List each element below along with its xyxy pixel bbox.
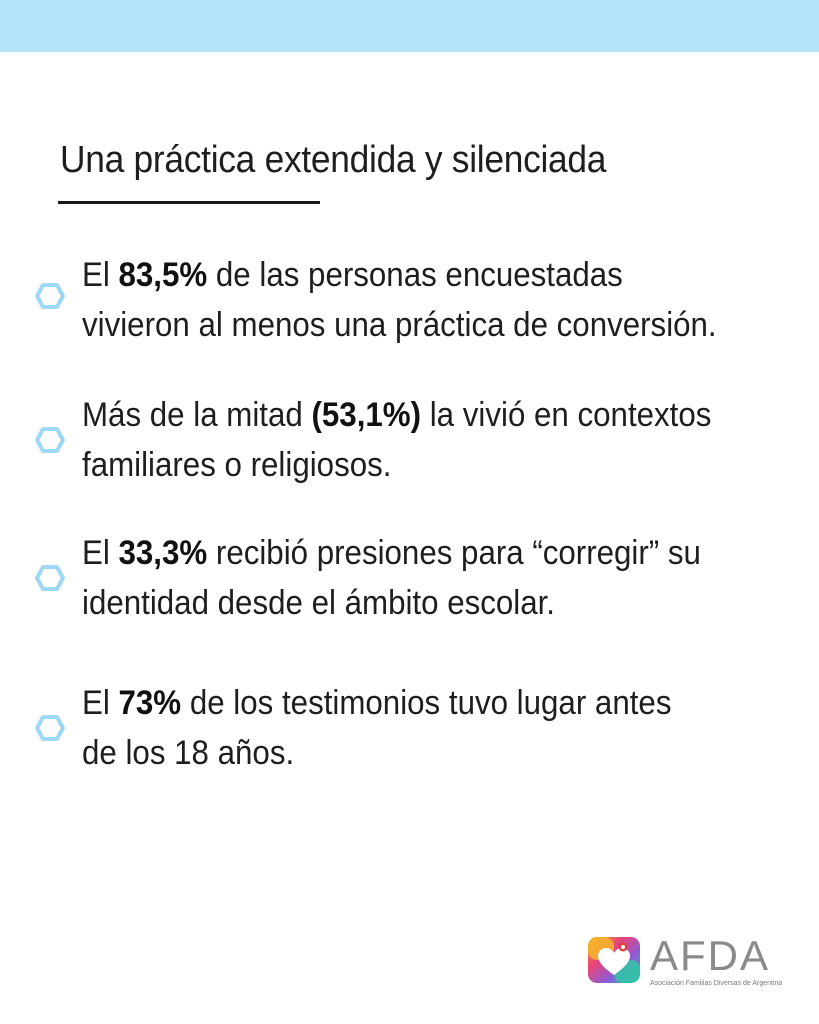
stat-percentage: (53,1%)	[311, 396, 422, 434]
stat-line-2: de los 18 años.	[82, 728, 781, 778]
stat-point-1: El 83,5% de las personas encuestadas viv…	[30, 250, 800, 350]
top-banner	[0, 0, 819, 52]
text-run: de los 18 años.	[82, 734, 295, 772]
logo-wordmark: AFDA	[650, 932, 771, 979]
stat-point-3: El 33,3% recibió presiones para “corregi…	[30, 528, 800, 628]
text-run: identidad desde el ámbito escolar.	[82, 584, 555, 622]
stat-percentage: 73%	[118, 684, 182, 722]
heart-logo-icon	[588, 937, 640, 983]
stat-line-1: El 83,5% de las personas encuestadas	[82, 250, 781, 300]
stat-text: El 83,5% de las personas encuestadas viv…	[82, 250, 781, 350]
hexagon-bullet-icon	[35, 565, 65, 591]
title-underline	[58, 201, 320, 204]
text-run: Más de la mitad	[82, 396, 312, 434]
stat-line-1: Más de la mitad (53,1%) la vivió en cont…	[82, 390, 781, 440]
stat-percentage: 83,5%	[118, 256, 208, 294]
text-run: recibió presiones para “corregir” su	[207, 534, 701, 572]
text-run: familiares o religiosos.	[82, 446, 392, 484]
text-run: de las personas encuestadas	[207, 256, 623, 294]
afda-logo: AFDA Asociación Familias Diversas de Arg…	[586, 932, 786, 994]
stat-line-1: El 73% de los testimonios tuvo lugar ant…	[82, 678, 781, 728]
text-run: de los testimonios tuvo lugar antes	[181, 684, 672, 722]
hexagon-bullet-icon	[35, 283, 65, 309]
hexagon-bullet-icon	[35, 715, 65, 741]
logo-subtitle: Asociación Familias Diversas de Argentin…	[650, 980, 783, 987]
stat-line-1: El 33,3% recibió presiones para “corregi…	[82, 528, 781, 578]
stat-line-2: familiares o religiosos.	[82, 440, 781, 490]
text-run: El	[82, 534, 119, 572]
stat-point-4: El 73% de los testimonios tuvo lugar ant…	[30, 678, 800, 778]
page-title: Una práctica extendida y silenciada	[60, 139, 607, 181]
stat-text: Más de la mitad (53,1%) la vivió en cont…	[82, 390, 781, 490]
stat-line-2: vivieron al menos una práctica de conver…	[82, 300, 781, 350]
text-run: El	[82, 684, 119, 722]
stat-text: El 73% de los testimonios tuvo lugar ant…	[82, 678, 781, 778]
stat-percentage: 33,3%	[118, 534, 208, 572]
text-run: vivieron al menos una práctica de conver…	[82, 306, 717, 344]
stat-point-2: Más de la mitad (53,1%) la vivió en cont…	[30, 390, 800, 490]
text-run: El	[82, 256, 119, 294]
hexagon-bullet-icon	[35, 427, 65, 453]
text-run: la vivió en contextos	[421, 396, 712, 434]
stat-line-2: identidad desde el ámbito escolar.	[82, 578, 781, 628]
stat-text: El 33,3% recibió presiones para “corregi…	[82, 528, 781, 628]
